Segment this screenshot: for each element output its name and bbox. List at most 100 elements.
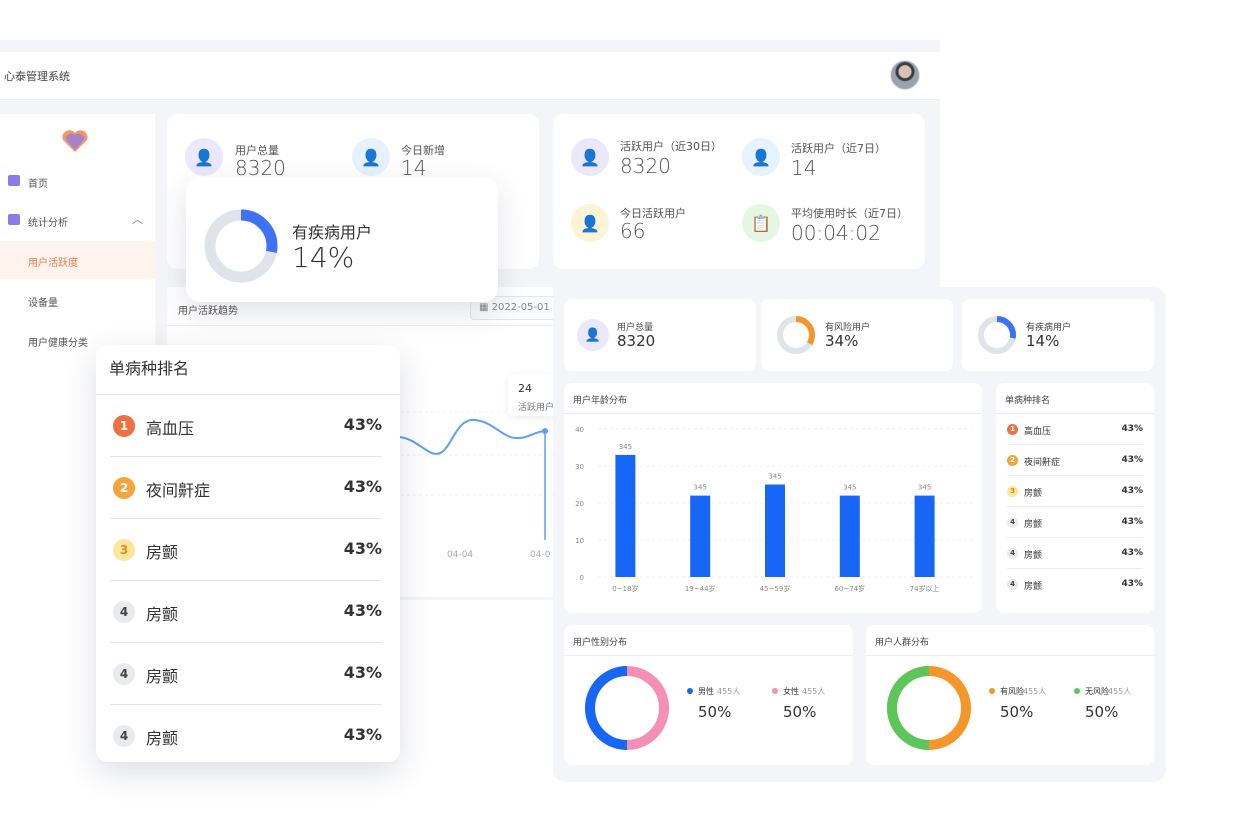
rank-badge: 1 bbox=[113, 415, 135, 437]
disease-pct: 43% bbox=[1121, 579, 1143, 589]
divider bbox=[167, 325, 553, 326]
divider bbox=[564, 655, 853, 656]
stat-label: 活跃用户（近7日） bbox=[791, 142, 886, 155]
legend-name: 无风险 bbox=[1085, 687, 1109, 696]
ranking-row[interactable]: 3 房颤 43% bbox=[1007, 476, 1143, 507]
rank-badge: 2 bbox=[1007, 455, 1018, 466]
ranking-row[interactable]: 4 房颤 43% bbox=[110, 705, 382, 767]
stat-value: 14 bbox=[401, 156, 427, 180]
divider bbox=[564, 413, 982, 414]
disease-name: 高血压 bbox=[146, 419, 195, 438]
app-title: 心泰管理系统 bbox=[4, 70, 70, 83]
legend-pct: 50% bbox=[698, 703, 732, 721]
no-risk-arc bbox=[887, 666, 930, 750]
ranking-row[interactable]: 4 房颤 43% bbox=[1007, 507, 1143, 538]
risk-legend-dot bbox=[989, 688, 995, 694]
legend-name: 女性 bbox=[783, 687, 799, 696]
stat-label: 有风险用户 bbox=[825, 323, 871, 333]
x-tick: 60~74岁 bbox=[834, 584, 865, 593]
today-user-icon: 👤 bbox=[571, 204, 609, 242]
calendar-icon: ▦ bbox=[479, 302, 492, 313]
rank-badge: 4 bbox=[113, 725, 135, 747]
ranking-row[interactable]: 2 夜间鼾症 43% bbox=[110, 457, 382, 519]
disease-user-card: 有疾病用户 14% bbox=[186, 177, 498, 302]
ranking-row[interactable]: 4 房颤 43% bbox=[110, 581, 382, 643]
sidebar-item-label: 用户健康分类 bbox=[28, 338, 88, 349]
ranking-row[interactable]: 1 高血压 43% bbox=[110, 395, 382, 457]
clipboard-icon: 📋 bbox=[742, 204, 780, 242]
legend-pct: 50% bbox=[1000, 703, 1034, 721]
sidebar-item-label: 用户活跃度 bbox=[28, 258, 78, 269]
stat-label: 用户总量 bbox=[235, 144, 279, 157]
avatar[interactable] bbox=[890, 60, 920, 90]
trend-point[interactable] bbox=[542, 428, 548, 434]
stat-value: 00:04:02 bbox=[791, 221, 881, 245]
stat-value: 34% bbox=[825, 332, 859, 350]
age-bar-chart: 0 10 20 30 40 345 0~18岁 345 19~44岁 345 45~59岁 345 60… bbox=[575, 426, 972, 593]
date-picker[interactable]: ▦ 2022-05-01 bbox=[470, 296, 560, 320]
sidebar-item-devices[interactable]: 设备量 bbox=[0, 281, 155, 319]
disease-pct: 43% bbox=[343, 663, 382, 682]
front-stat-total-users: 👤 用户总量 8320 bbox=[564, 299, 756, 371]
x-tick: 19~44岁 bbox=[685, 584, 716, 593]
x-tick: 0~18岁 bbox=[612, 584, 638, 593]
rank-badge: 3 bbox=[113, 539, 135, 561]
chevron-up-icon: ︿ bbox=[132, 213, 143, 226]
male-arc bbox=[585, 666, 628, 750]
users-icon: 👤 bbox=[577, 319, 609, 351]
disease-pct: 43% bbox=[1121, 517, 1143, 527]
y-tick: 40 bbox=[575, 426, 584, 434]
ranking-row[interactable]: 4 房颤 43% bbox=[110, 643, 382, 705]
weekly-user-icon: 👤 bbox=[742, 138, 780, 176]
legend-count: 455人 bbox=[802, 687, 826, 696]
risk-ring-chart bbox=[777, 316, 815, 354]
rank-badge: 4 bbox=[113, 663, 135, 685]
stat-value: 8320 bbox=[620, 154, 671, 178]
y-tick: 0 bbox=[580, 574, 584, 582]
heart-logo-icon bbox=[62, 130, 88, 152]
disease-pct: 43% bbox=[343, 725, 382, 744]
data-label: 345 bbox=[768, 473, 781, 481]
stat-value: 14 bbox=[791, 156, 817, 180]
chart-title: 用户人群分布 bbox=[875, 638, 930, 648]
bar bbox=[690, 495, 711, 577]
gender-distribution-card: 用户性别分布 男性 455人 50% 女性 455人 50% bbox=[564, 625, 853, 765]
stat-value: 66 bbox=[620, 219, 646, 243]
ring-progress bbox=[978, 316, 1016, 354]
trend-line bbox=[395, 411, 555, 540]
y-tick: 20 bbox=[575, 500, 584, 508]
stat-value: 8320 bbox=[617, 332, 656, 350]
sidebar-item-home[interactable]: 首页 bbox=[0, 162, 155, 200]
ranking-row[interactable]: 4 房颤 43% bbox=[1007, 569, 1143, 600]
front-stat-disease-users: 有疾病用户 14% bbox=[962, 299, 1154, 371]
stat-value: 14% bbox=[1026, 332, 1060, 350]
chart-title: 用户年龄分布 bbox=[573, 396, 628, 406]
age-distribution-card: 用户年龄分布 0 10 20 30 40 345 0~18岁 345 19~44岁 345 45~5… bbox=[564, 383, 982, 613]
sidebar-item-analytics[interactable]: 统计分析 ︿ bbox=[0, 201, 155, 239]
legend-count: 455人 bbox=[1023, 687, 1047, 696]
analytics-icon bbox=[8, 214, 20, 225]
sidebar-item-label: 统计分析 bbox=[28, 218, 68, 229]
ring-progress bbox=[204, 209, 278, 283]
active-user-icon: 👤 bbox=[571, 138, 609, 176]
legend-pct: 50% bbox=[783, 703, 817, 721]
ranking-row[interactable]: 4 房颤 43% bbox=[1007, 538, 1143, 569]
crowd-donut-chart bbox=[887, 666, 971, 750]
ring-value: 14% bbox=[292, 241, 355, 274]
ranking-row[interactable]: 1 高血压 43% bbox=[1007, 414, 1143, 445]
bar bbox=[839, 495, 860, 577]
ranking-row[interactable]: 3 房颤 43% bbox=[110, 519, 382, 581]
x-tick: 04-0 bbox=[530, 550, 551, 560]
disease-pct: 43% bbox=[1121, 424, 1143, 434]
tooltip-label: 活跃用户 bbox=[518, 403, 555, 413]
sidebar-item-label: 首页 bbox=[28, 179, 48, 190]
sidebar-item-health-category[interactable]: 用户健康分类 bbox=[0, 321, 155, 359]
ranking-row[interactable]: 2 夜间鼾症 43% bbox=[1007, 445, 1143, 476]
x-tick: 45~59岁 bbox=[760, 584, 791, 593]
legend-pct: 50% bbox=[1085, 703, 1119, 721]
sidebar-item-user-activity[interactable]: 用户活跃度 bbox=[0, 241, 155, 279]
x-tick: 74岁以上 bbox=[910, 584, 940, 593]
data-label: 345 bbox=[843, 484, 856, 492]
male-legend-dot bbox=[687, 688, 693, 694]
disease-name: 夜间鼾症 bbox=[1024, 458, 1061, 468]
